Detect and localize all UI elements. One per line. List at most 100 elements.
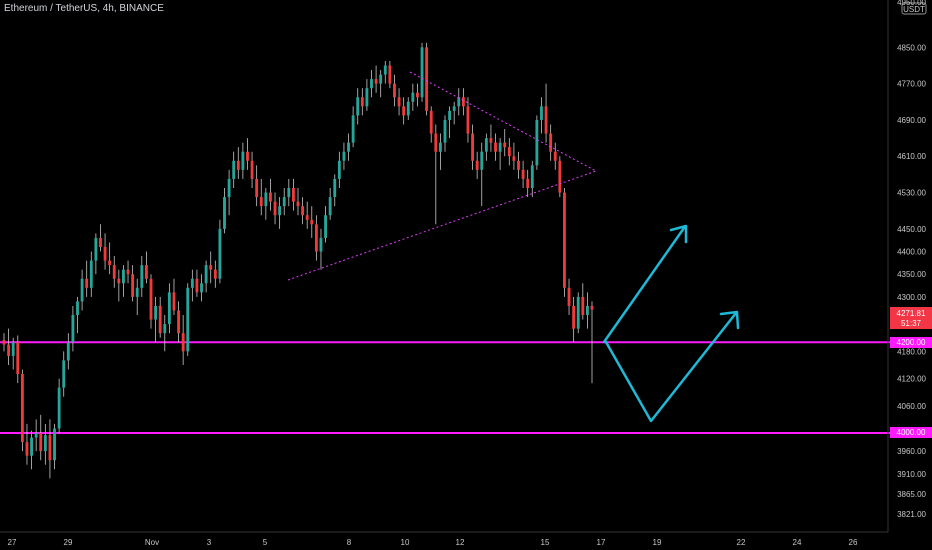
candle-body [158,305,162,334]
candle-body [498,142,502,152]
candle [484,133,488,161]
candle-body [57,387,61,429]
candle [259,178,263,216]
candle [195,269,199,297]
candle [66,333,70,370]
candle-body [333,178,337,198]
candle [563,188,566,297]
x-tick-label: 5 [263,538,268,547]
candle [154,296,158,343]
candle-body [25,442,29,456]
candle-body [172,292,176,311]
candle [356,88,360,125]
y-tick-label: 3960.00 [897,447,926,456]
candle-body [126,269,130,275]
candle [576,292,580,334]
candle-body [76,301,79,316]
x-tick-label: 15 [541,538,550,547]
candle-body [122,269,125,284]
candle-body [7,344,11,356]
currency-badge-box [901,2,927,15]
candle [337,151,341,189]
level-tag-4000 [890,427,932,438]
x-tick-label: 27 [8,538,17,547]
candle-body [11,342,15,356]
candle [177,301,180,343]
candle-body [314,224,318,252]
candle [190,269,194,302]
candle-body [287,188,291,198]
chart-title: Ethereum / TetherUS, 4h, BINANCE [4,3,164,14]
candle-body [397,97,401,107]
candle-body [305,215,309,220]
candle-body [186,287,190,352]
candle-body [517,160,520,170]
candle-body [553,151,557,161]
candle [374,65,378,93]
candle-body [278,206,282,216]
time-axis[interactable]: 27 29 Nov 3 5 8 10 12 15 17 19 22 24 26 [0,531,888,547]
price-axis[interactable]: USDT 4950.00 4850.00 4770.00 4690.00 4610.00… [887,0,927,532]
horizontal-levels [0,341,890,434]
candle [507,138,511,166]
candle-body [347,142,350,152]
candle-body [503,142,507,148]
candle [140,256,144,297]
candle-body [360,97,364,107]
candle-body [71,315,75,343]
projection-zigzag-line [604,311,738,423]
candle-body [535,119,539,166]
candle-body [429,110,433,134]
candle [370,70,373,98]
candle [420,42,424,102]
candle [461,88,465,116]
candle [80,269,84,311]
candle-body [480,151,484,170]
candle-body [337,160,341,179]
candle [273,192,277,225]
candle [227,169,231,216]
candle-body [581,296,585,316]
y-tick-label: 3821.00 [897,510,926,519]
candle-body [590,305,594,310]
candle-body [30,437,33,456]
candle [30,430,33,470]
candle [535,115,539,170]
candle [172,278,176,316]
candle [76,296,79,334]
candle-body [236,160,240,170]
candle-body [227,178,231,198]
current-price-tag [890,307,932,329]
candle-body [540,106,543,120]
candle [112,256,116,288]
candle [163,315,167,352]
projection-up-arrow-head [669,224,688,244]
candle [489,124,493,152]
candle-body [53,428,56,461]
y-tick-label: 3910.00 [897,470,926,479]
candle-body [319,237,323,252]
candle [99,224,102,252]
candle-body [241,151,245,170]
candle-body [204,265,208,284]
triangle-upper-trendline [409,71,597,172]
candle [144,251,148,284]
y-tick-label: 4400.00 [897,248,926,257]
candle [388,60,392,89]
candle-body [273,201,277,216]
candle [494,133,497,161]
candle [278,197,282,229]
candle [581,283,585,320]
candle-body [576,296,580,329]
candle [475,151,479,179]
candle [89,251,93,297]
candle [314,215,318,261]
candle-body [379,74,383,84]
y-tick-label: 4690.00 [897,116,926,125]
candle-body [232,160,236,179]
candle [425,42,429,116]
candle [149,274,153,329]
candle [438,133,442,170]
candle-body [181,333,185,352]
